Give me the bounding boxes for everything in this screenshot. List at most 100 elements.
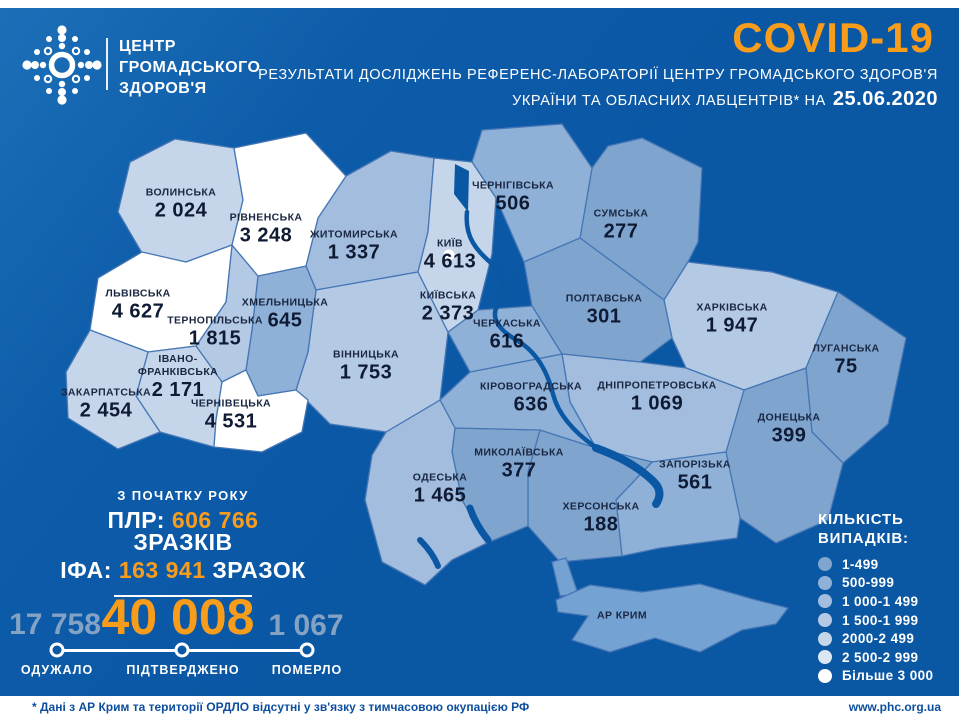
legend-title: КІЛЬКІСТЬ ВИПАДКІВ: — [818, 510, 933, 548]
died-label: ПОМЕРЛО — [271, 663, 343, 677]
header: ЦЕНТР ГРОМАДСЬКОГО ЗДОРОВ'Я COVID-19 РЕЗ… — [0, 8, 959, 118]
pcr-unit: ЗРАЗКІВ — [133, 529, 233, 555]
region-label-kyiv-city: КИЇВ 4 613 — [423, 237, 477, 273]
kyiv-city-marker — [443, 249, 455, 261]
region-label-mykolaiv: МИКОЛАЇВСЬКА 377 — [474, 446, 564, 482]
legend-items: 1-499 500-999 1 000-1 499 1 500-1 999 2000-2… — [818, 555, 933, 685]
died-dot — [299, 642, 315, 658]
pcr-value: 606 766 — [171, 507, 259, 533]
legend-label: 2 500-2 999 — [842, 649, 919, 665]
subtitle-line-1: РЕЗУЛЬТАТИ ДОСЛІДЖЕНЬ РЕФЕРЕНС-ЛАБОРАТОР… — [258, 67, 938, 83]
legend-item: 1 000-1 499 — [818, 592, 933, 611]
elisa-label: ІФА: — [60, 557, 112, 583]
logo-separator — [106, 38, 108, 90]
legend-item: 2000-2 499 — [818, 629, 933, 648]
legend-item: 1 500-1 999 — [818, 611, 933, 630]
region-label-vinnytsia: ВІННИЦЬКА 1 753 — [332, 348, 400, 384]
region-rivne — [231, 132, 347, 277]
region-label-chernivtsi: ЧЕРНІВЕЦЬКА 4 531 — [190, 397, 272, 433]
region-zakarpattia — [65, 329, 161, 450]
legend-item: 1-499 — [818, 555, 933, 574]
confirmed-label: ПІДТВЕРДЖЕНО — [126, 663, 240, 677]
legend-label: 2000-2 499 — [842, 631, 915, 647]
report-date: 25.06.2020 — [832, 88, 938, 110]
testing-stats: З ПОЧАТКУ РОКУ ПЛР: 606 766 ЗРАЗКІВ ІФА:… — [58, 488, 308, 597]
kakhovka-reservoir — [592, 444, 664, 508]
legend-swatch-icon — [818, 575, 832, 590]
region-label-ivano-frankivsk: ІВАНО- ФРАНКІВСЬКА 2 171 — [137, 352, 219, 402]
legend-label: 1 500-1 999 — [842, 612, 919, 628]
pcr-label: ПЛР: — [107, 507, 165, 533]
logo-line-1: ЦЕНТР — [119, 38, 176, 55]
recovered-label: ОДУЖАЛО — [20, 663, 94, 677]
region-label-zhytomyr: ЖИТОМИРСЬКА 1 337 — [310, 228, 398, 264]
confirmed-dot — [174, 642, 190, 658]
legend-swatch-icon — [818, 631, 832, 646]
legend-label: 1-499 — [842, 556, 879, 572]
region-label-odesa: ОДЕСЬКА 1 465 — [412, 471, 468, 507]
buh-estuary — [466, 504, 492, 544]
elisa-line: ІФА: 163 941 ЗРАЗОК — [58, 557, 308, 583]
legend-swatch-icon — [818, 668, 832, 683]
region-label-chernihiv: ЧЕРНІГІВСЬКА 506 — [472, 179, 554, 215]
page-title: COVID-19 — [732, 14, 934, 61]
region-label-luhansk: ЛУГАНСЬКА 75 — [812, 342, 880, 378]
phc-website-link[interactable]: www.phc.org.ua — [848, 700, 941, 714]
water-features — [417, 164, 664, 569]
region-label-dnipro: ДНІПРОПЕТРОВСЬКА 1 069 — [597, 379, 717, 415]
legend-swatch-icon — [818, 594, 832, 609]
legend-label: 1 000-1 499 — [842, 593, 919, 609]
region-label-cherkasy: ЧЕРКАСЬКА 616 — [473, 317, 541, 353]
region-label-kyiv-oblast: КИЇВСЬКА 2 373 — [419, 289, 477, 325]
region-label-lviv: ЛЬВІВСЬКА 4 627 — [105, 287, 171, 323]
footer: * Дані з АР Крим та території ОРДЛО відс… — [0, 696, 959, 720]
stats-divider — [114, 595, 252, 597]
phc-logo-icon — [22, 25, 102, 105]
legend-title-line-2: ВИПАДКІВ: — [818, 530, 909, 547]
region-label-kharkiv: ХАРКІВСЬКА 1 947 — [696, 301, 768, 337]
legend-item: 500-999 — [818, 574, 933, 593]
region-label-volyn: ВОЛИНСЬКА 2 024 — [145, 186, 217, 222]
pcr-line: ПЛР: 606 766 ЗРАЗКІВ — [58, 507, 308, 555]
kyiv-reservoir — [454, 164, 469, 212]
region-kyiv-oblast — [417, 157, 497, 333]
legend-item: Більше 3 000 — [818, 667, 933, 686]
legend-label: 500-999 — [842, 575, 895, 591]
dniester-estuary — [417, 537, 441, 569]
elisa-value: 163 941 — [118, 557, 206, 583]
region-label-rivne: РІВНЕНСЬКА 3 248 — [229, 211, 303, 247]
died-count: 1 067 — [268, 609, 344, 642]
confirmed-count: 40 008 — [101, 589, 255, 645]
logo-line-2: ГРОМАДСЬКОГО — [119, 59, 261, 76]
legend-swatch-icon — [818, 557, 832, 572]
legend-item: 2 500-2 999 — [818, 648, 933, 667]
legend-swatch-icon — [818, 613, 832, 628]
elisa-unit: ЗРАЗОК — [212, 557, 306, 583]
subtitle-line-2: УКРАЇНИ ТА ОБЛАСНИХ ЛАБЦЕНТРІВ* НА 25.06… — [512, 88, 938, 111]
legend-title-line-1: КІЛЬКІСТЬ — [818, 511, 904, 528]
region-label-zakarpattia: ЗАКАРПАТСЬКА 2 454 — [60, 386, 152, 422]
region-label-kirovohrad: КІРОВОГРАДСЬКА 636 — [479, 380, 583, 416]
logo-line-3: ЗДОРОВ'Я — [119, 80, 207, 97]
since-label: З ПОЧАТКУ РОКУ — [117, 488, 249, 503]
footnote: * Дані з АР Крим та території ОРДЛО відс… — [32, 700, 530, 714]
region-label-donetsk: ДОНЕЦЬКА 399 — [757, 411, 821, 447]
region-label-kherson: ХЕРСОНСЬКА 188 — [562, 500, 640, 536]
region-label-poltava: ПОЛТАВСЬКА 301 — [565, 292, 643, 328]
logo-text: ЦЕНТР ГРОМАДСЬКОГО ЗДОРОВ'Я — [119, 36, 260, 99]
region-label-crimea: АР КРИМ — [596, 609, 648, 622]
region-chernihiv — [471, 123, 593, 263]
region-chernivtsi — [213, 369, 309, 453]
region-label-khmelnytskyi: ХМЕЛЬНИЦЬКА 645 — [241, 296, 329, 332]
recovered-count: 17 758 — [9, 608, 101, 641]
region-label-zaporizhzhia: ЗАПОРІЗЬКА 561 — [659, 458, 731, 494]
region-label-sumy: СУМСЬКА 277 — [593, 207, 649, 243]
region-odesa — [364, 399, 488, 586]
subtitle-text: УКРАЇНИ ТА ОБЛАСНИХ ЛАБЦЕНТРІВ* НА — [512, 93, 826, 109]
legend-swatch-icon — [818, 650, 832, 665]
river-dnipro — [464, 209, 597, 449]
region-crimea — [555, 583, 789, 653]
